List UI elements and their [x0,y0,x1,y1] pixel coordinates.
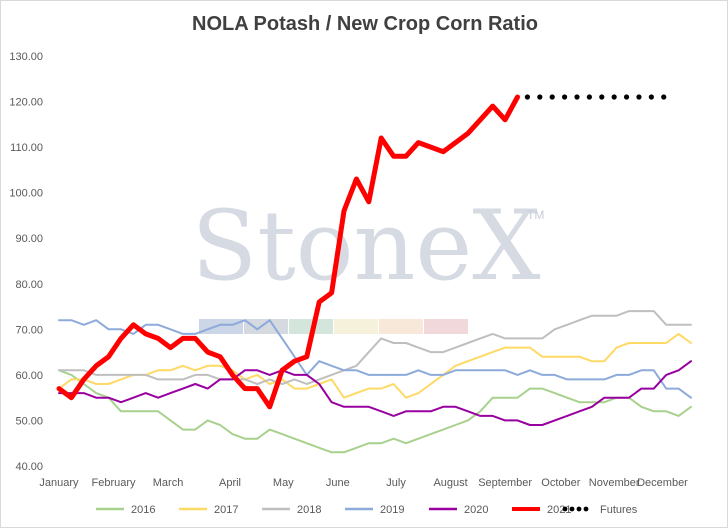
watermark-bar-segment [289,319,333,334]
futures-point [586,94,592,100]
futures-point [611,94,617,100]
y-tick-label: 130.00 [9,51,43,63]
x-tick-label: October [541,477,580,489]
legend-swatch-futures [583,506,589,512]
legend-label: Futures [600,504,638,516]
futures-point [599,94,605,100]
series-line-2016 [58,369,692,454]
x-tick-label: March [153,477,184,489]
y-tick-label: 40.00 [15,461,43,473]
x-tick-label: July [386,477,406,489]
series-line-2021 [56,94,520,410]
series-line-2020 [58,360,692,426]
watermark-bar-segment [334,319,378,334]
y-tick-label: 80.00 [15,279,43,291]
futures-point [623,94,630,100]
series-line-2019 [58,319,692,399]
legend-label: 2021 [547,504,571,516]
chart-title: NOLA Potash / New Crop Corn Ratio [192,13,538,35]
watermark-bar-segment [424,319,468,334]
legend: 2016 2017 2018 2019 2020 2021 Futures [96,504,638,516]
futures-point [574,94,580,100]
futures-point [636,94,642,100]
futures-point [661,94,667,100]
y-tick-label: 60.00 [15,370,43,382]
y-tick-label: 100.00 [9,188,43,200]
axes: 40.00 50.00 60.00 70.00 80.00 90.00 100.00 110.… [9,51,688,489]
watermark-tm: TM [527,208,544,222]
legend-swatch-futures [576,506,582,512]
x-tick-label: November [589,477,640,489]
watermark-text: StoneX [191,190,540,302]
x-tick-label: May [273,477,294,489]
legend-label: 2019 [380,504,404,516]
y-tick-label: 110.00 [10,142,43,154]
series-group [56,94,692,454]
series-line-2018 [58,310,692,385]
x-tick-label: April [219,477,241,489]
legend-label: 2020 [464,504,488,516]
futures-point [524,94,531,100]
y-tick-label: 70.00 [15,324,43,336]
futures-point [537,94,543,100]
y-tick-label: 50.00 [15,415,43,427]
futures-point [562,94,568,100]
x-tick-label: January [39,477,79,489]
futures-point [648,94,654,100]
legend-label: 2018 [297,504,321,516]
series-line-2017 [58,332,692,399]
y-tick-label: 90.00 [15,233,43,245]
watermark-bar-segment [244,319,288,334]
x-tick-label: December [637,477,688,489]
legend-label: 2017 [214,504,238,516]
legend-label: 2016 [131,504,155,516]
x-tick-label: June [326,477,350,489]
futures-point [549,94,555,100]
watermark-bar-segment [199,319,243,334]
x-tick-label: September [478,477,532,489]
x-tick-label: August [433,477,467,489]
legend-swatch-futures [569,506,575,512]
x-tick-label: February [92,477,137,489]
legend-swatch-futures [562,506,568,512]
watermark-bar-segment [379,319,423,334]
y-tick-label: 120.00 [9,97,43,109]
